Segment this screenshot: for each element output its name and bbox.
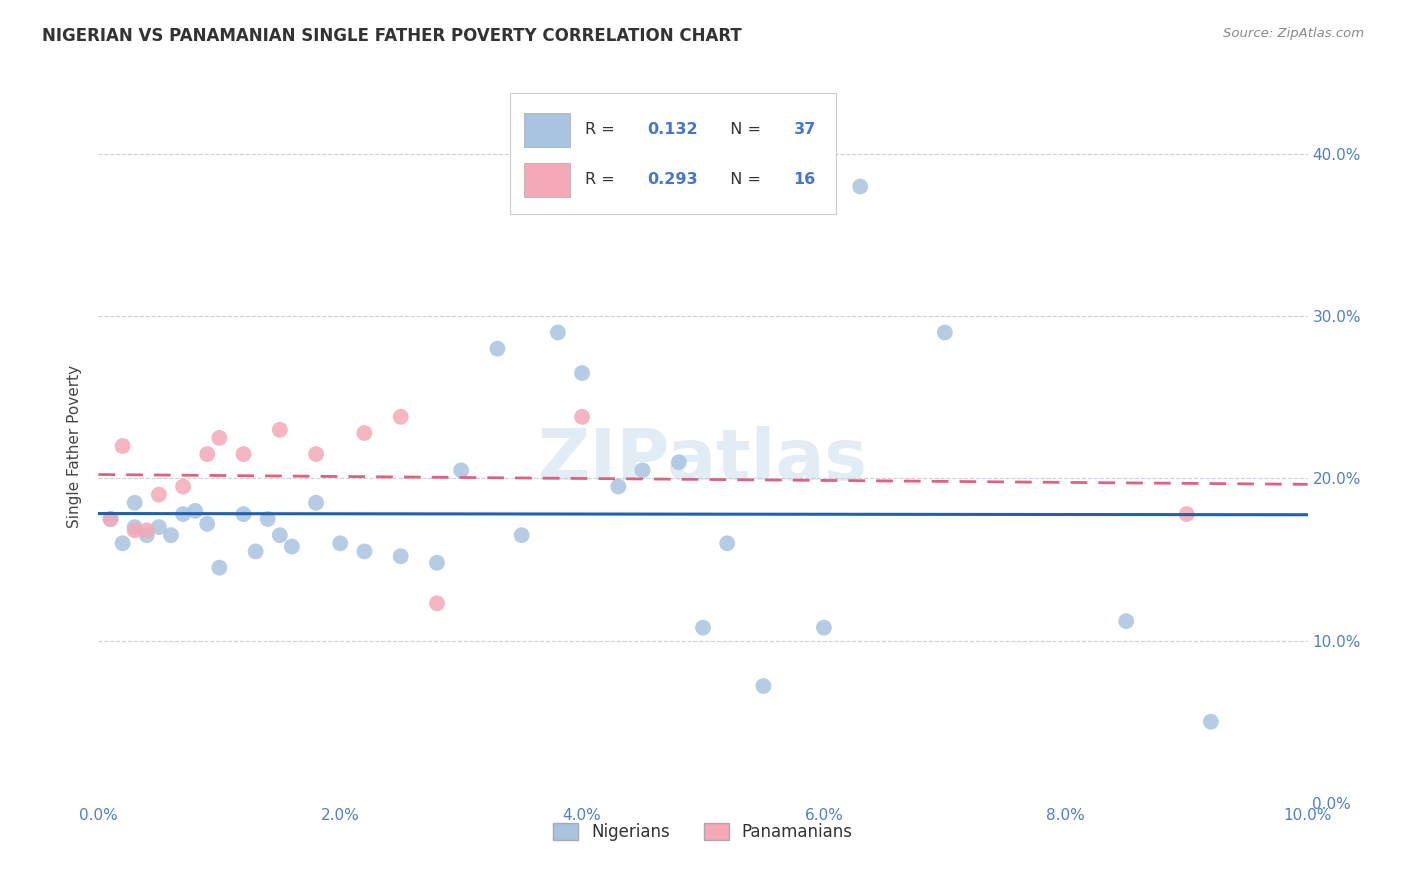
Point [389, 409, 412, 424]
Point [547, 326, 569, 340]
Bar [524, 112, 569, 147]
Point [486, 342, 509, 356]
Point [160, 528, 183, 542]
Point [353, 544, 375, 558]
Point [100, 512, 122, 526]
Point [1199, 714, 1222, 729]
Point [124, 496, 146, 510]
Point [172, 507, 194, 521]
Text: N =: N = [720, 122, 766, 137]
Point [172, 479, 194, 493]
Point [631, 463, 654, 477]
Text: Source: ZipAtlas.com: Source: ZipAtlas.com [1223, 27, 1364, 40]
Point [195, 516, 218, 531]
Point [1175, 507, 1198, 521]
Point [426, 596, 449, 610]
Point [148, 488, 170, 502]
Point [184, 504, 207, 518]
Point [426, 556, 449, 570]
Point [256, 512, 278, 526]
Bar [524, 162, 569, 197]
Point [135, 528, 157, 542]
Point [124, 520, 146, 534]
Point [571, 409, 593, 424]
Point [692, 621, 714, 635]
Point [1115, 614, 1137, 628]
Point [716, 536, 738, 550]
Text: R =: R = [585, 172, 620, 187]
Text: 0.293: 0.293 [647, 172, 697, 187]
Point [124, 524, 146, 538]
Point [232, 447, 254, 461]
Text: NIGERIAN VS PANAMANIAN SINGLE FATHER POVERTY CORRELATION CHART: NIGERIAN VS PANAMANIAN SINGLE FATHER POV… [42, 27, 742, 45]
Point [668, 455, 690, 469]
Point [111, 536, 134, 550]
Point [208, 431, 231, 445]
Text: N =: N = [720, 172, 766, 187]
Point [571, 366, 593, 380]
Point [281, 540, 304, 554]
Text: 37: 37 [793, 122, 815, 137]
Point [148, 520, 170, 534]
Legend: Nigerians, Panamanians: Nigerians, Panamanians [547, 816, 859, 848]
Text: 0.132: 0.132 [647, 122, 697, 137]
Point [305, 447, 328, 461]
Text: 16: 16 [793, 172, 815, 187]
Point [305, 496, 328, 510]
Point [389, 549, 412, 564]
Point [111, 439, 134, 453]
Bar [509, 93, 837, 214]
Point [135, 524, 157, 538]
Point [813, 621, 835, 635]
Point [195, 447, 218, 461]
Point [208, 560, 231, 574]
Text: ZIPatlas: ZIPatlas [538, 425, 868, 495]
Point [232, 507, 254, 521]
Point [510, 528, 533, 542]
Point [607, 479, 630, 493]
Point [100, 512, 122, 526]
Point [269, 528, 291, 542]
Point [329, 536, 352, 550]
Point [934, 326, 956, 340]
Text: R =: R = [585, 122, 620, 137]
Point [269, 423, 291, 437]
Point [752, 679, 775, 693]
Point [849, 179, 872, 194]
Y-axis label: Single Father Poverty: Single Father Poverty [67, 365, 83, 527]
Point [245, 544, 267, 558]
Point [450, 463, 472, 477]
Point [353, 425, 375, 440]
